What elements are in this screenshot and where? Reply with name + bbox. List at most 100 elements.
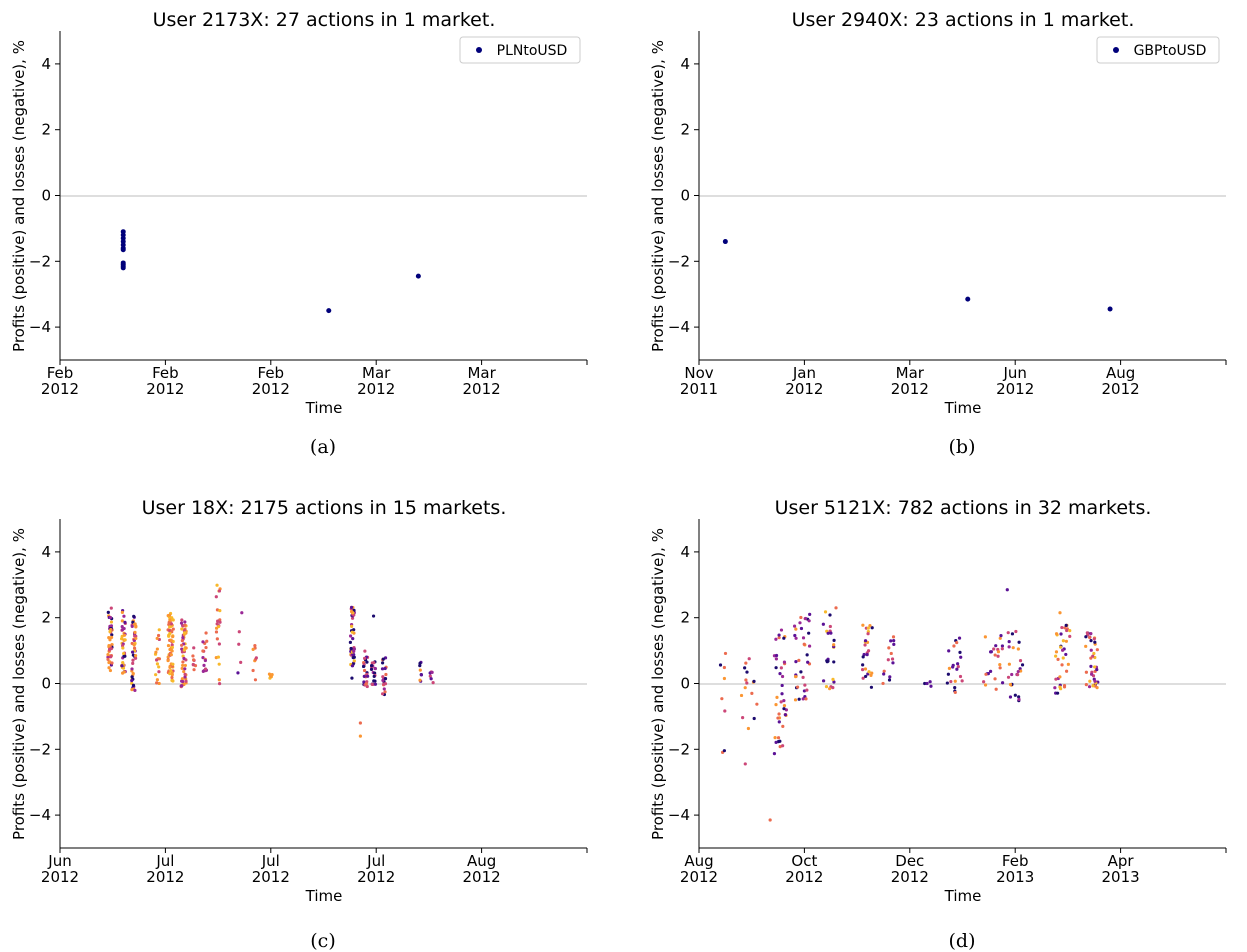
panel-c-data-point — [120, 625, 124, 629]
panel-d-data-point — [869, 685, 874, 689]
panel-d-data-point — [798, 621, 802, 625]
panel-a-x-tick-label: Feb 2012 — [41, 364, 79, 398]
panel-c-data-point — [110, 661, 114, 665]
panel-c-data-point — [166, 655, 170, 659]
panel-c-data-point — [133, 688, 137, 692]
panel-b-y-tick-label: −2 — [668, 252, 690, 270]
panel-c-data-point — [131, 683, 136, 687]
panel-c-data-point — [131, 658, 135, 662]
panel-d-data-point — [805, 653, 809, 657]
panel-a-legend-label: PLNtoUSD — [497, 43, 568, 59]
panel-c-data-point — [106, 655, 110, 659]
panel-c-data-point — [131, 661, 135, 665]
panel-c-data-point — [350, 624, 354, 628]
panel-d-data-point — [1005, 588, 1009, 592]
panel-d-data-point — [994, 687, 998, 691]
panel-d-data-point — [722, 749, 726, 753]
panel-d-data-point — [994, 644, 998, 648]
panel-d-data-point — [861, 676, 865, 680]
panel-d-data-point — [780, 683, 784, 688]
panel-c-points — [106, 583, 435, 738]
panel-c-data-point — [366, 674, 370, 678]
panel-b-legend-label: GBPtoUSD — [1134, 43, 1207, 59]
panel-d-data-point — [743, 686, 747, 690]
panel-c-data-point — [191, 662, 195, 667]
panel-d-data-point — [1056, 691, 1060, 695]
panel-c-data-point — [191, 658, 196, 662]
panel-a-data-point — [415, 273, 421, 279]
panel-a-y-ticks: −4 −2 0 2 4 — [29, 55, 60, 336]
panel-d-data-point — [782, 636, 786, 640]
panel-d-data-point — [799, 626, 804, 631]
panel-d-data-point — [826, 659, 830, 663]
panel-c-data-point — [184, 646, 188, 650]
panel-d-x-tick-label: Dec 2012 — [891, 852, 929, 886]
panel-c-data-point — [240, 611, 244, 615]
panel-c-data-point — [171, 662, 175, 666]
panel-d-data-point — [799, 670, 803, 674]
panel-d-data-point — [955, 640, 959, 645]
panel-d-data-point — [808, 612, 812, 617]
panel-a-y-tick-label: −4 — [29, 318, 51, 336]
panel-d-data-point — [722, 665, 726, 670]
panel-d-data-point — [801, 636, 806, 640]
panel-c-data-point — [381, 675, 385, 679]
panel-c-y-tick-label: 4 — [41, 543, 51, 561]
panel-c-data-point — [181, 636, 185, 640]
panel-d-data-point — [929, 684, 933, 688]
panel-c-data-point — [130, 650, 135, 654]
panel-c-data-point — [168, 618, 172, 622]
panel-d-data-point — [1017, 695, 1021, 699]
panel-c-data-point — [180, 647, 184, 651]
panel-c-data-point — [204, 631, 208, 635]
panel-d-data-point — [1020, 663, 1025, 667]
panel-c-data-point — [352, 608, 356, 612]
panel-d-data-point — [955, 667, 959, 671]
x-tick-month: Feb — [152, 364, 179, 382]
panel-c-data-point — [373, 682, 378, 686]
panel-c-x-tick-label: Jul 2012 — [146, 852, 184, 886]
panel-d-data-point — [1059, 632, 1063, 636]
panel-c-data-point — [217, 589, 222, 593]
panel-d-data-point — [1018, 659, 1023, 663]
panel-c-data-point — [180, 639, 184, 643]
panel-c-data-point — [121, 666, 126, 670]
panel-d-data-point — [993, 677, 997, 681]
panel-c-data-point — [133, 654, 138, 658]
panel-d-title: User 5121X: 782 actions in 32 markets. — [775, 497, 1152, 519]
panel-c-data-point — [167, 613, 172, 617]
panel-d-data-point — [1095, 648, 1099, 652]
panel-d-y-tick-label: 2 — [680, 609, 690, 627]
panel-c-data-point — [181, 663, 185, 668]
panel-c-data-point — [371, 614, 376, 618]
panel-c-data-point — [154, 650, 158, 654]
panel-d-data-point — [866, 626, 870, 630]
panel-d-data-point — [774, 666, 778, 670]
panel-d-data-point — [832, 643, 836, 647]
panel-c-y-tick-label: 2 — [41, 609, 51, 627]
panel-b-y-tick-label: 0 — [680, 187, 690, 205]
panel-c-data-point — [351, 656, 355, 660]
panel-b-x-tick-label: Nov 2011 — [680, 364, 718, 398]
panel-d-data-point — [992, 647, 996, 651]
panel-c-data-point — [106, 653, 110, 657]
panel-c-data-point — [182, 669, 186, 674]
panel-c-data-point — [217, 662, 221, 666]
panel-d-data-point — [796, 685, 800, 689]
panel-c-data-point — [120, 619, 124, 623]
panel-d-data-point — [794, 627, 798, 631]
panel-d-data-point — [752, 679, 756, 683]
panel-c-data-point — [166, 643, 171, 648]
panel-c-data-point — [171, 618, 175, 622]
panel-d-data-point — [881, 681, 885, 686]
panel-d-data-point — [1089, 632, 1093, 636]
panel-d-data-point — [826, 631, 830, 635]
panel-d-data-point — [1017, 697, 1021, 702]
panel-d-data-point — [882, 672, 886, 676]
panel-d-data-point — [1007, 662, 1011, 666]
panel-c-data-point — [215, 622, 219, 626]
panel-c-y-tick-label: 0 — [41, 675, 51, 693]
panel-c-data-point — [236, 671, 240, 675]
panel-c-data-point — [237, 642, 241, 646]
panel-d-data-point — [780, 674, 785, 679]
